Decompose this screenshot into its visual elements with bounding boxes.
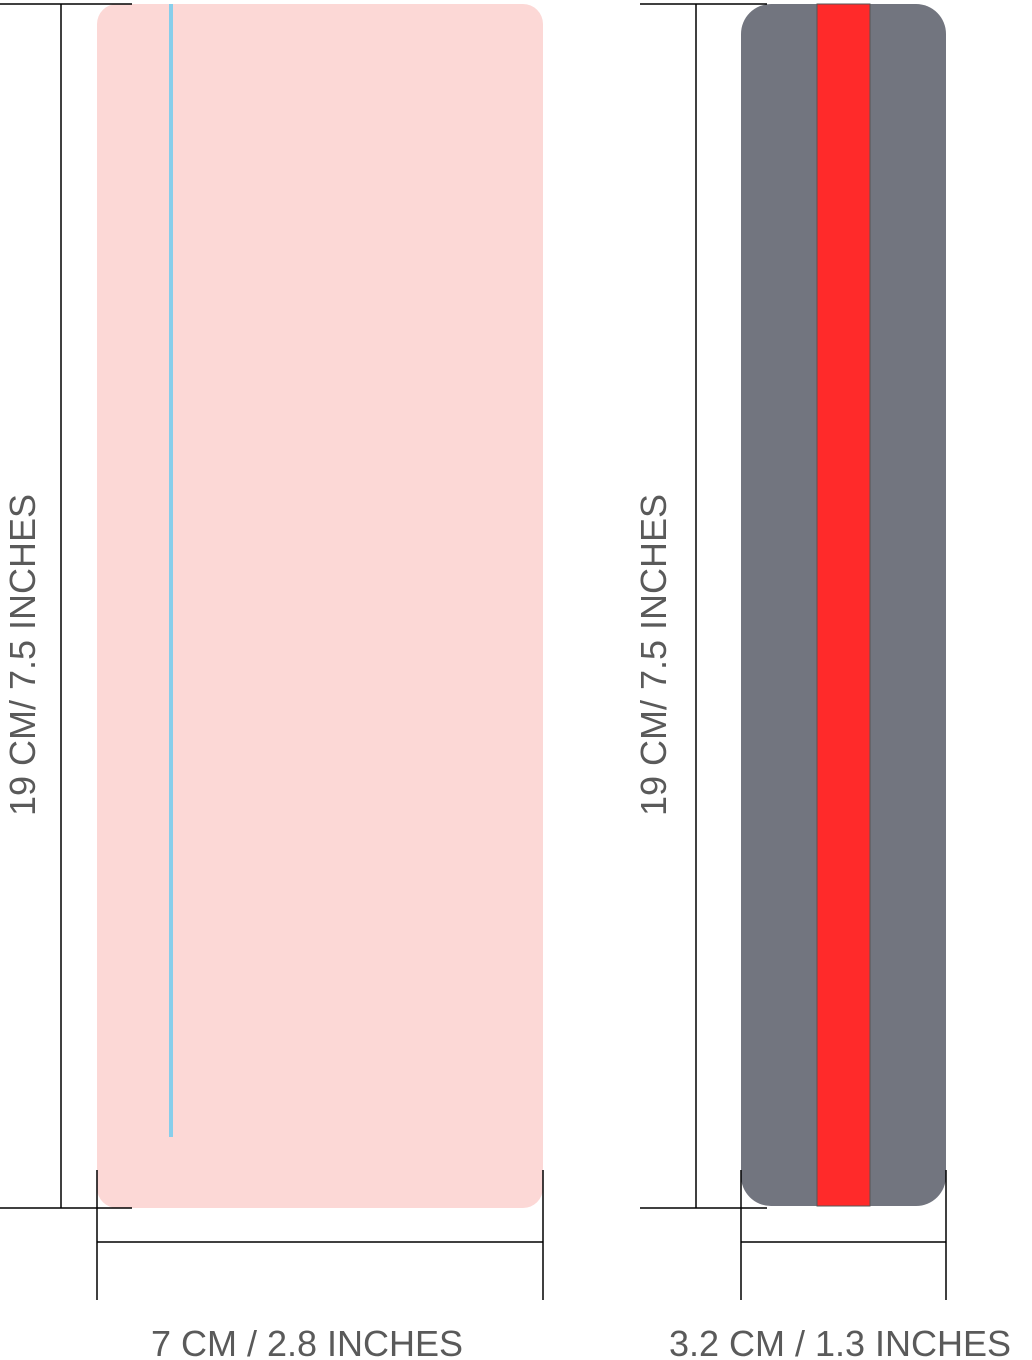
left-width-dimension [96, 1170, 544, 1300]
pink-ruler-body [97, 4, 543, 1208]
right-height-dimension [640, 3, 767, 1209]
left-height-label: 19 CM/ 7.5 INCHES [2, 494, 43, 816]
left-height-dimension [0, 3, 132, 1209]
blue-guide-line [169, 4, 173, 1137]
right-height-label: 19 CM/ 7.5 INCHES [633, 494, 674, 816]
left-width-label: 7 CM / 2.8 INCHES [151, 1323, 463, 1360]
right-width-dimension [740, 1170, 947, 1300]
red-stripe [816, 3, 871, 1207]
right-width-label: 3.2 CM / 1.3 INCHES [669, 1323, 1011, 1360]
right-item: 19 CM/ 7.5 INCHES 3.2 CM / 1.3 INCHES [633, 3, 1011, 1360]
left-item: 19 CM/ 7.5 INCHES 7 CM / 2.8 INCHES [0, 3, 544, 1360]
